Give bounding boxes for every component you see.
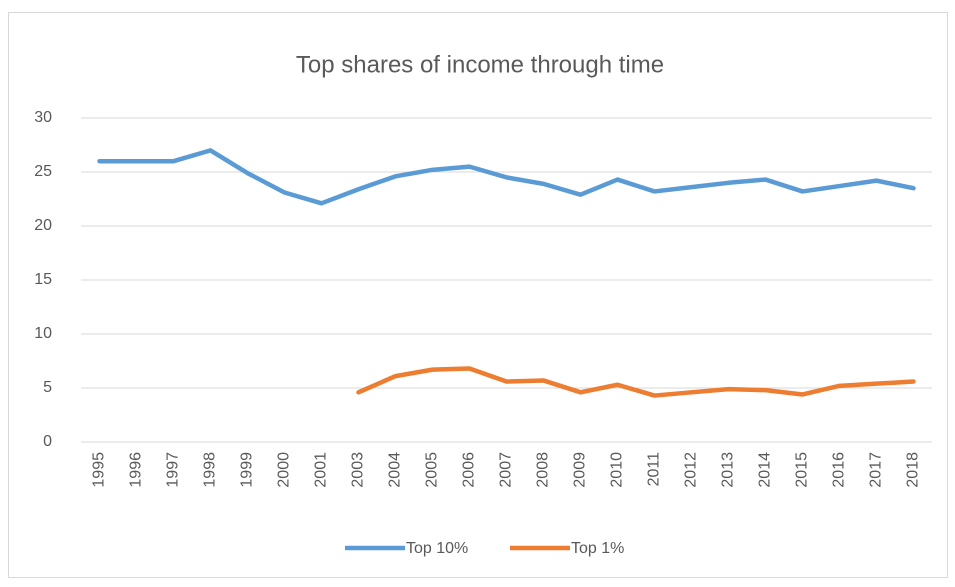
y-tick-label: 15 (34, 271, 52, 288)
x-tick-label: 2009 (572, 452, 589, 488)
x-tick-label: 2006 (461, 452, 478, 488)
x-tick-label: 2005 (424, 452, 441, 488)
x-tick-label: 2012 (683, 452, 700, 488)
x-tick-label: 2011 (646, 452, 663, 487)
x-tick-label: 1999 (239, 452, 256, 488)
y-tick-label: 10 (34, 325, 52, 342)
y-tick-label: 0 (43, 433, 52, 450)
x-tick-label: 1996 (128, 452, 145, 488)
x-tick-label: 2016 (831, 452, 848, 488)
x-tick-label: 2010 (609, 452, 626, 488)
x-tick-label: 1998 (202, 452, 219, 488)
legend-label: Top 10% (406, 540, 468, 557)
x-tick-label: 1995 (91, 452, 108, 488)
y-tick-label: 5 (43, 379, 52, 396)
x-tick-label: 2001 (313, 452, 330, 488)
x-tick-label: 2017 (868, 452, 885, 488)
chart-title: Top shares of income through time (296, 51, 664, 78)
chart-border (8, 12, 948, 578)
x-tick-label: 2015 (794, 452, 811, 488)
x-tick-label: 2000 (276, 452, 293, 488)
x-tick-label: 2018 (905, 452, 922, 488)
y-tick-label: 30 (34, 109, 52, 126)
x-tick-label: 2008 (535, 452, 552, 488)
y-tick-label: 20 (34, 217, 52, 234)
x-tick-label: 1997 (165, 452, 182, 488)
legend-label: Top 1% (571, 540, 624, 557)
x-tick-label: 2013 (720, 452, 737, 488)
y-tick-label: 25 (34, 163, 52, 180)
x-tick-label: 2004 (387, 452, 404, 488)
x-tick-label: 2007 (498, 452, 515, 488)
x-tick-label: 2003 (350, 452, 367, 488)
series-line (356, 366, 916, 398)
x-tick-label: 2014 (757, 452, 774, 488)
series-line (97, 148, 916, 206)
